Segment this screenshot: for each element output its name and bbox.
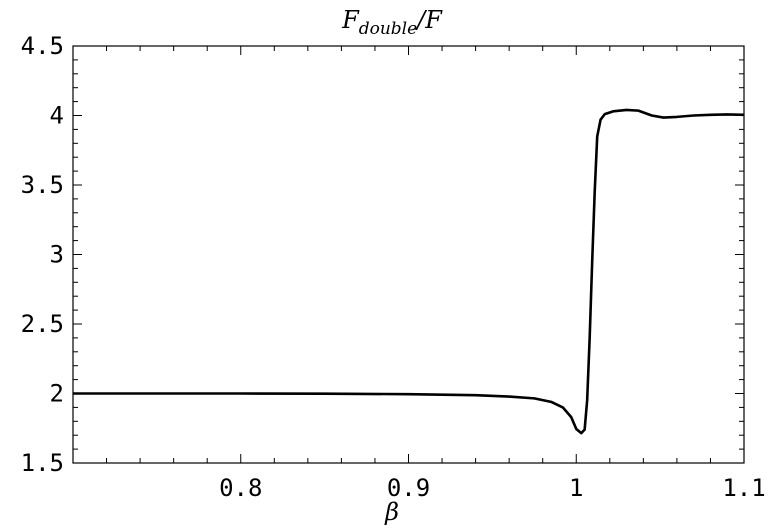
x-tick-label: 0.9 — [387, 474, 430, 502]
y-tick-label: 1.5 — [21, 449, 64, 477]
chart-title-subscript: double — [359, 19, 417, 39]
series-line — [73, 108, 745, 435]
x-tick-label: 1 — [569, 474, 583, 502]
y-tick-label: 4.5 — [21, 32, 64, 60]
x-tick-label: 0.8 — [219, 474, 262, 502]
y-tick-label: 2 — [50, 380, 64, 408]
y-tick-label: 4 — [50, 102, 64, 130]
chart-title-suffix: /F — [415, 6, 443, 34]
chart-title: Fdouble/F — [341, 6, 443, 39]
x-tick-label: 1.1 — [722, 474, 765, 502]
chart-title-main: F — [341, 6, 360, 34]
y-tick-label: 2.5 — [21, 310, 64, 338]
x-axis-label: β — [384, 498, 399, 526]
y-tick-label: 3 — [50, 241, 64, 269]
ticks-group — [72, 45, 745, 464]
y-tick-label: 3.5 — [21, 171, 64, 199]
plot-frame — [72, 45, 745, 464]
tick-labels-group: 0.8 0.9 1 1.1 1.5 2 2.5 3 3.5 4 4.5 — [21, 32, 766, 502]
